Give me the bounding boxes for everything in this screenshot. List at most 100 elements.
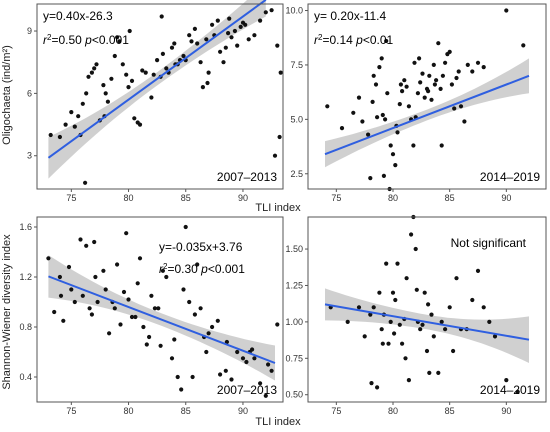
data-point — [339, 126, 345, 131]
data-point — [400, 341, 405, 346]
data-point — [48, 132, 53, 138]
plot-frame — [36, 3, 284, 190]
data-point — [244, 359, 249, 365]
data-point — [487, 319, 492, 324]
data-point — [402, 78, 407, 83]
fit-line — [324, 74, 530, 156]
data-point — [422, 95, 427, 100]
data-point — [94, 62, 99, 67]
data-point — [172, 337, 177, 342]
data-point — [210, 22, 215, 27]
data-point — [137, 122, 143, 127]
data-point — [124, 72, 129, 77]
x-tick-label: 90 — [238, 406, 248, 416]
data-point — [198, 306, 203, 311]
y-tick-label: 7.5 — [290, 60, 303, 70]
data-point — [395, 130, 400, 135]
data-point — [429, 97, 434, 102]
data-point — [377, 290, 382, 295]
data-point — [206, 70, 211, 75]
data-point — [504, 8, 509, 13]
data-point — [84, 243, 89, 248]
confidence-band — [325, 58, 529, 168]
data-point — [368, 176, 373, 181]
x-tick-label: 80 — [388, 406, 398, 416]
data-point — [92, 66, 97, 71]
y-axis-label-bottom: Shannon-Wiener diversity index — [1, 234, 13, 390]
data-point — [120, 62, 125, 67]
y-tick-label: 2.5 — [290, 169, 303, 179]
data-point — [427, 370, 432, 375]
data-point — [115, 262, 120, 267]
data-point — [388, 143, 393, 148]
data-point — [227, 16, 232, 21]
data-point — [160, 268, 165, 273]
data-point — [397, 102, 402, 107]
data-point — [470, 297, 475, 303]
data-point — [390, 290, 396, 295]
data-point — [179, 387, 184, 392]
data-point — [360, 119, 365, 124]
data-point — [418, 80, 423, 85]
data-point — [83, 180, 88, 185]
data-point — [451, 348, 456, 354]
data-point — [80, 101, 85, 106]
x-tick-label: 90 — [501, 193, 511, 203]
y-tick-label: 0.75 — [285, 353, 303, 363]
y-tick-label: 1.6 — [19, 222, 32, 232]
data-point — [470, 69, 475, 74]
data-point — [101, 83, 106, 88]
data-point — [272, 153, 278, 158]
data-point — [124, 231, 129, 236]
data-point — [383, 117, 388, 122]
data-point — [198, 60, 203, 65]
data-point — [183, 224, 188, 230]
data-point — [66, 264, 72, 270]
data-point — [371, 73, 376, 78]
data-point — [370, 99, 375, 104]
data-point — [240, 356, 246, 361]
x-axis-label-bottom: TLI index — [255, 416, 301, 428]
data-point — [109, 76, 114, 81]
data-point — [384, 261, 389, 266]
data-point — [458, 104, 464, 109]
data-point — [447, 305, 452, 310]
data-point — [398, 82, 403, 87]
data-point — [481, 65, 486, 70]
data-point — [52, 309, 57, 315]
data-point — [72, 299, 77, 305]
data-point — [155, 58, 160, 63]
data-point — [393, 297, 398, 303]
data-point — [492, 334, 498, 339]
data-point — [439, 143, 444, 148]
y-tick-label: 10.0 — [285, 6, 303, 16]
data-point — [115, 35, 120, 40]
data-point — [379, 56, 384, 61]
data-point — [393, 163, 398, 168]
data-point — [238, 24, 243, 29]
data-point — [215, 318, 220, 323]
data-point — [84, 91, 89, 96]
data-point — [388, 319, 393, 324]
data-point — [105, 99, 110, 104]
data-point — [420, 71, 425, 76]
data-point — [397, 322, 402, 327]
data-point — [443, 60, 448, 65]
data-point — [431, 334, 436, 339]
data-point — [164, 66, 169, 71]
data-point — [325, 104, 330, 109]
data-point — [373, 82, 379, 87]
data-point — [187, 299, 192, 305]
regression-equation: y=-0.035x+3.76 — [159, 240, 243, 254]
data-point — [93, 274, 98, 280]
data-point — [61, 318, 66, 323]
data-point — [440, 73, 445, 78]
data-point — [223, 368, 228, 373]
data-point — [169, 356, 175, 361]
data-point — [175, 374, 180, 380]
data-point — [375, 115, 380, 120]
x-tick-label: 75 — [66, 406, 76, 416]
fit-line — [47, 0, 267, 159]
data-point — [426, 302, 431, 307]
data-point — [72, 124, 77, 129]
